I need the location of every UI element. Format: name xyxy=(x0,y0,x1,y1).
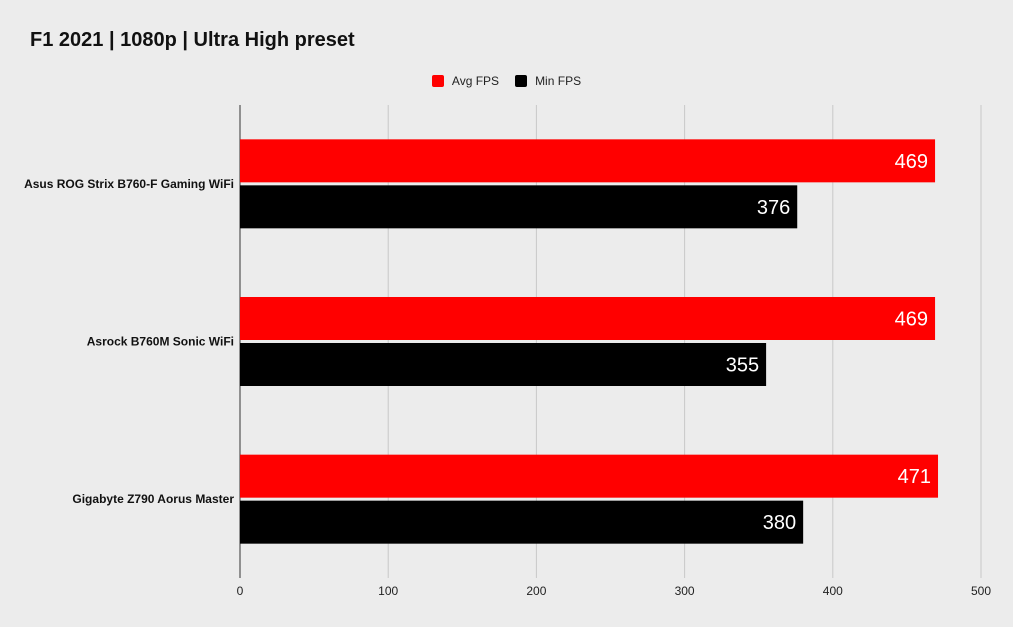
chart-title: F1 2021 | 1080p | Ultra High preset xyxy=(30,29,355,51)
data-label: 471 xyxy=(898,466,931,488)
data-label: 376 xyxy=(757,197,790,219)
bar xyxy=(240,500,804,544)
bar xyxy=(240,139,936,183)
x-tick-label: 500 xyxy=(971,584,991,598)
category-label: Gigabyte Z790 Aorus Master xyxy=(72,492,234,506)
bar xyxy=(240,185,798,229)
legend-swatch-avg xyxy=(431,75,444,87)
bar xyxy=(240,297,936,340)
x-tick-label: 0 xyxy=(237,584,244,598)
x-tick-label: 100 xyxy=(378,584,398,598)
legend-label-min: Min FPS xyxy=(535,74,582,88)
x-tick-label: 300 xyxy=(675,584,695,598)
x-tick-label: 200 xyxy=(526,584,546,598)
x-tick-label: 400 xyxy=(823,584,843,598)
legend-label-avg: Avg FPS xyxy=(451,74,500,88)
data-label: 469 xyxy=(895,309,928,331)
bar xyxy=(240,454,939,498)
data-label: 355 xyxy=(726,355,759,377)
legend-item-min: Min FPS xyxy=(515,74,581,88)
category-label: Asrock B760M Sonic WiFi xyxy=(87,335,234,349)
category-label: Asus ROG Strix B760-F Gaming WiFi xyxy=(24,177,234,191)
bar xyxy=(240,343,767,386)
data-label: 469 xyxy=(895,151,928,173)
data-label: 380 xyxy=(763,512,796,534)
legend-swatch-min xyxy=(515,75,528,87)
legend-item-avg: Avg FPS xyxy=(431,74,500,88)
legend: Avg FPS Min FPS xyxy=(0,74,1013,88)
